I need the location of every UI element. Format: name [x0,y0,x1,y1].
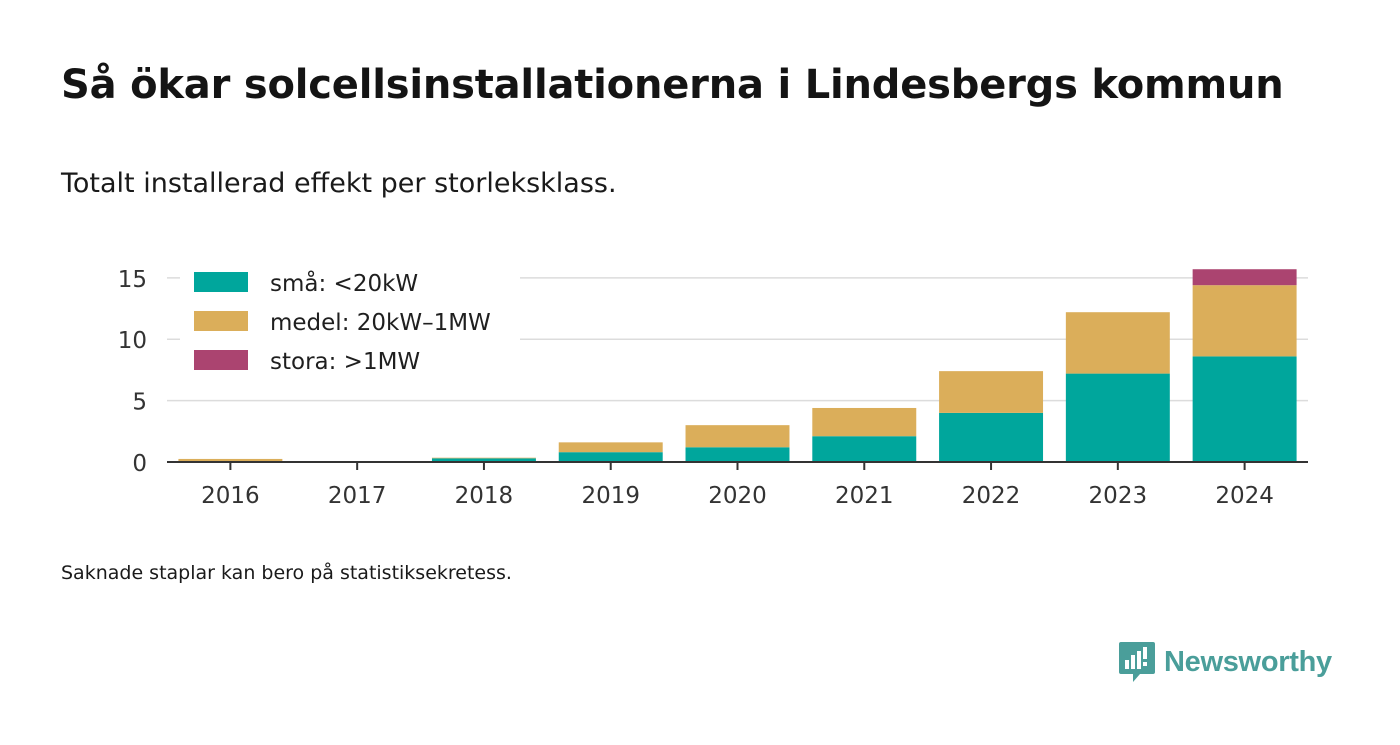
legend-label: medel: 20kW–1MW [270,310,491,336]
legend: små: <20kW medel: 20kW–1MW stora: >1MW [180,268,520,380]
bar-segment [558,442,663,453]
bar-segment [1192,356,1297,462]
newsworthy-logo-icon [1119,642,1155,682]
x-tick-label: 2018 [455,483,514,509]
x-tick-label: 2020 [708,483,767,509]
bar-segment [685,425,790,448]
x-tick-label: 2024 [1215,483,1274,509]
chart-subtitle: Totalt installerad effekt per storlekskl… [61,168,617,199]
bar-segment [812,407,917,437]
bar-segment [1192,269,1297,286]
x-tick-label: 2023 [1089,483,1148,509]
y-tick-label: 15 [118,267,147,293]
bar-segment [178,458,283,462]
y-tick-label: 0 [132,451,147,477]
legend-label: små: <20kW [270,269,418,297]
bar-segment [685,447,790,462]
footnote: Saknade staplar kan bero på statistiksek… [61,562,512,584]
bar-segment [558,452,663,462]
y-tick-label: 10 [118,328,147,354]
bar-segment [939,371,1044,413]
x-tick-label: 2021 [835,483,894,509]
y-axis-ticks: 0 5 10 15 [118,267,147,477]
legend-swatch [194,350,248,370]
x-tick-label: 2016 [201,483,260,509]
bar-segment [812,436,917,462]
chart-title: Så ökar solcellsinstallationerna i Linde… [61,62,1284,108]
newsworthy-brand[interactable]: Newsworthy [1118,640,1332,684]
legend-label: stora: >1MW [270,349,420,375]
bar-segment [939,412,1044,462]
y-tick-label: 5 [132,390,147,416]
legend-swatch [194,311,248,331]
bars [178,269,1297,462]
legend-swatch [194,272,248,292]
bar-segment [1192,285,1297,357]
bar-segment [1065,373,1170,462]
x-tick-label: 2022 [962,483,1021,509]
x-axis: 2016 2017 2018 2019 2020 2021 2022 2023 2024 [167,461,1308,509]
x-tick-label: 2019 [581,483,640,509]
brand-name: Newsworthy [1164,645,1332,678]
bar-segment [431,458,536,462]
x-tick-label: 2017 [328,483,387,509]
bar-segment [1065,312,1170,374]
bar-segment [431,457,536,459]
